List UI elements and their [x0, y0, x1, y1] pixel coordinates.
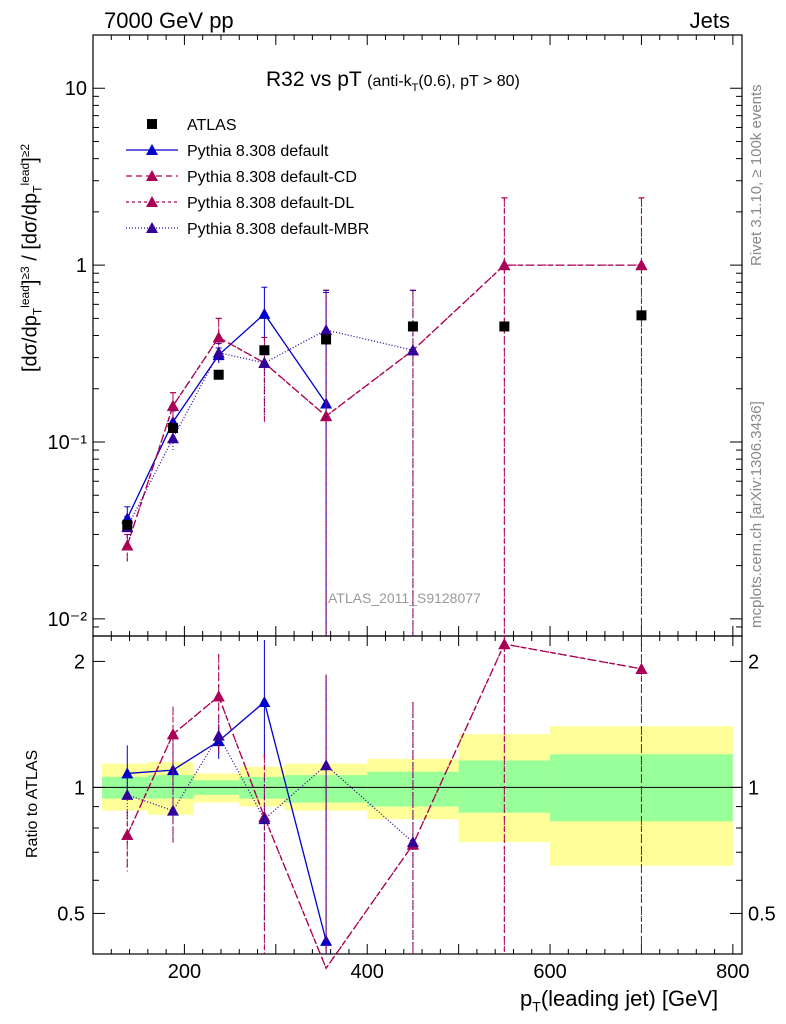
series-marker-main [166, 399, 179, 411]
y-axis-title-main: [dσ/dpTlead]≥3 / [dσ/dpTlead]≥2 [18, 143, 45, 372]
series-marker-main [635, 259, 648, 271]
x-tick-label: 600 [533, 961, 566, 983]
y-tick-label-main: 10 [65, 78, 87, 100]
series-marker-ratio [121, 788, 134, 800]
series-marker-main [212, 346, 225, 358]
atlas-marker [122, 519, 133, 530]
x-axis-title-main: p [520, 986, 533, 1011]
x-tick-label: 800 [716, 961, 749, 983]
ratio-panel-frame [92, 635, 743, 955]
band-green [147, 775, 194, 799]
series-line-main [126, 264, 642, 546]
legend-marker [146, 222, 158, 233]
series-marker-main [258, 307, 271, 319]
series-marker-main [258, 356, 271, 368]
series-marker-main [212, 331, 225, 343]
x-axis-title: pT(leading jet) [GeV] [520, 986, 718, 1014]
x-axis-title-sub: T [532, 998, 541, 1015]
data-series [121, 197, 648, 970]
y-axis-title-ratio: Ratio to ATLAS [24, 749, 41, 858]
series-marker-main [498, 259, 511, 271]
atlas-marker [499, 321, 510, 332]
atlas-marker [407, 321, 418, 332]
series-line-main [126, 312, 327, 519]
series-marker-ratio [635, 662, 648, 674]
y-tick-label-ratio-right: 2 [748, 651, 759, 673]
series-marker-main [320, 323, 333, 335]
legend-entry: Pythia 8.308 default-MBR [126, 221, 369, 238]
series-1 [121, 286, 333, 954]
mcplots-reference-text: mcplots.cern.ch [arXiv:1306.3436] [748, 401, 765, 628]
series-marker-main [166, 432, 179, 444]
legend-label: Pythia 8.308 default-CD [187, 169, 357, 186]
series-marker-ratio [212, 729, 225, 741]
series-marker-ratio [320, 759, 333, 771]
y-tick-label-main: 10⁻² [48, 609, 88, 631]
atlas-marker [321, 334, 332, 345]
legend-label: Pythia 8.308 default-DL [187, 195, 354, 212]
y-tick-label-main: 10⁻¹ [48, 432, 88, 454]
y-tick-label-ratio: 1 [74, 777, 85, 799]
x-axis-title-rest: (leading jet) [GeV] [540, 986, 719, 1011]
atlas-marker [259, 345, 270, 356]
axes [92, 34, 743, 955]
y-tick-label-ratio-right: 0.5 [748, 903, 776, 925]
series-marker-main [320, 410, 333, 422]
analysis-id: ATLAS_2011_S9128077 [328, 590, 481, 606]
series-marker-ratio [258, 813, 271, 825]
legend-marker [146, 144, 158, 155]
legend-marker [146, 196, 158, 207]
series-4 [121, 289, 419, 954]
header-right: Jets [689, 8, 730, 33]
series-marker-main [406, 344, 419, 356]
series-marker-main [121, 539, 134, 551]
legend-marker [146, 170, 158, 181]
series-marker-ratio [258, 695, 271, 707]
series-marker-ratio [498, 638, 511, 650]
legend-label: Pythia 8.308 default [187, 143, 329, 160]
rivet-version-text: Rivet 3.1.10, ≥ 100k events [748, 84, 765, 266]
legend-label: ATLAS [187, 117, 237, 134]
legend: ATLAS Pythia 8.308 default Pythia 8.308 de… [126, 117, 369, 238]
chart-labels: 200 400 600 800 10⁻² 10⁻¹ 1 10 0.5 0.5 1 1 2 2 R32 vs … [48, 68, 776, 983]
legend-entry: ATLAS [147, 117, 237, 134]
y-tick-label-main: 1 [76, 255, 87, 277]
y-tick-label-ratio: 0.5 [57, 903, 85, 925]
series-marker-ratio [166, 728, 179, 740]
legend-entry: Pythia 8.308 default-DL [126, 195, 354, 212]
legend-entry: Pythia 8.308 default [126, 143, 329, 160]
series-line-ratio [127, 700, 327, 942]
x-tick-label: 400 [351, 961, 384, 983]
atlas-data [122, 310, 647, 530]
series-line-ratio [127, 734, 414, 843]
series-marker-ratio [166, 804, 179, 816]
series-marker-ratio [121, 767, 134, 779]
series-line-ratio [126, 643, 642, 970]
atlas-marker [167, 422, 178, 433]
legend-marker-atlas [147, 119, 157, 129]
y-tick-label-ratio: 2 [74, 651, 85, 673]
chart-title: R32 vs pT (anti-kT(0.6), pT > 80) [266, 68, 520, 94]
x-tick-label: 200 [168, 961, 201, 983]
legend-label: Pythia 8.308 default-MBR [187, 221, 369, 238]
series-marker-ratio [406, 836, 419, 848]
series-marker-ratio [212, 690, 225, 702]
series-marker-ratio [121, 828, 134, 840]
atlas-marker [636, 310, 647, 321]
legend-entry: Pythia 8.308 default-CD [126, 169, 357, 186]
atlas-marker [213, 369, 224, 380]
header-left: 7000 GeV pp [104, 8, 234, 33]
series-line-main [126, 264, 642, 546]
y-tick-label-ratio-right: 1 [748, 777, 759, 799]
